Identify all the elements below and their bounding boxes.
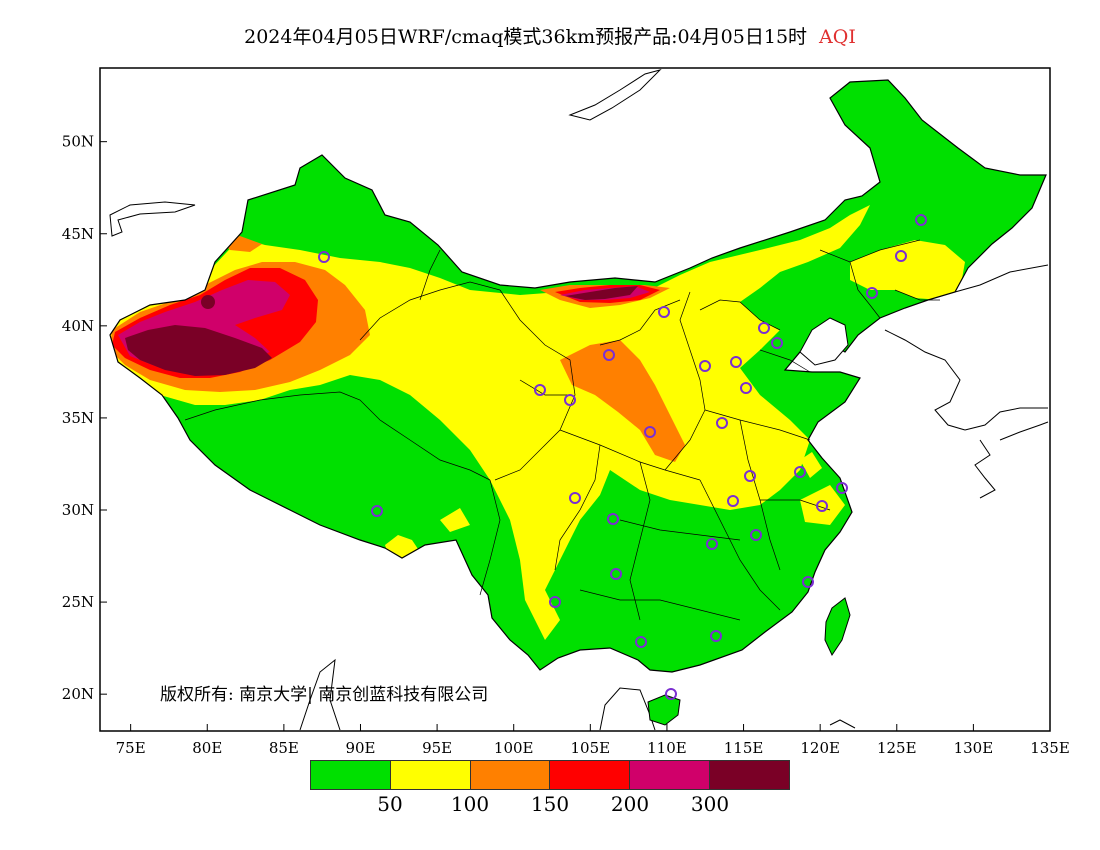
station-marker <box>895 250 907 262</box>
y-tick-label: 25N <box>62 593 94 611</box>
station-marker <box>727 495 739 507</box>
station-marker <box>371 505 383 517</box>
station-marker <box>816 500 828 512</box>
y-tick-label: 40N <box>62 317 94 335</box>
legend-swatch <box>311 761 391 789</box>
y-tick-label: 50N <box>62 133 94 151</box>
station-marker <box>706 538 718 550</box>
station-marker <box>866 287 878 299</box>
x-tick-label: 95E <box>422 739 452 757</box>
station-marker <box>802 576 814 588</box>
station-marker <box>564 394 576 406</box>
station-marker <box>607 513 619 525</box>
station-marker <box>549 596 561 608</box>
station-marker <box>758 322 770 334</box>
legend-swatch <box>470 761 551 789</box>
x-tick-label: 115E <box>724 739 764 757</box>
station-marker <box>915 214 927 226</box>
station-marker <box>318 251 330 263</box>
y-tick-label: 20N <box>62 685 94 703</box>
hainan-island <box>647 694 681 726</box>
latitude-axis: 20N 25N 30N 35N 40N 45N 50N <box>62 133 107 703</box>
bohai-sea <box>799 317 849 366</box>
station-marker <box>710 630 722 642</box>
x-tick-label: 130E <box>954 739 994 757</box>
station-marker <box>716 417 728 429</box>
legend-swatch <box>710 761 789 789</box>
station-marker <box>771 337 783 349</box>
station-marker <box>610 568 622 580</box>
station-marker <box>665 688 677 700</box>
aqi-contours <box>110 205 965 640</box>
color-legend <box>310 760 790 790</box>
legend-swatch <box>630 761 711 789</box>
station-marker <box>534 384 546 396</box>
longitude-axis: 75E 80E 85E 90E 95E 100E 105E 110E 115E 120E 125E 1… <box>116 724 1070 757</box>
station-marker <box>744 470 756 482</box>
legend-label: 300 <box>690 792 730 816</box>
y-tick-label: 30N <box>62 501 94 519</box>
station-marker <box>658 306 670 318</box>
legend-swatch <box>390 761 471 789</box>
y-tick-label: 35N <box>62 409 94 427</box>
legend-label: 200 <box>610 792 650 816</box>
station-marker <box>635 636 647 648</box>
x-tick-label: 120E <box>800 739 840 757</box>
station-marker <box>794 466 806 478</box>
station-marker <box>740 382 752 394</box>
title-variable: AQI <box>819 26 856 48</box>
x-tick-label: 135E <box>1030 739 1070 757</box>
x-tick-label: 85E <box>269 739 299 757</box>
title-main: 2024年04月05日WRF/cmaq模式36km预报产品:04月05日15时 <box>244 26 808 48</box>
x-tick-label: 100E <box>494 739 534 757</box>
legend-labels: 50 100 150 200 300 <box>310 792 790 816</box>
station-marker <box>699 360 711 372</box>
neighbor-borders <box>109 69 1049 731</box>
station-marker <box>836 482 848 494</box>
x-tick-label: 125E <box>877 739 917 757</box>
station-marker <box>603 349 615 361</box>
copyright-notice: 版权所有: 南京大学| 南京创蓝科技有限公司 <box>160 685 489 705</box>
station-marker <box>750 529 762 541</box>
x-tick-label: 80E <box>192 739 222 757</box>
station-marker <box>569 492 581 504</box>
legend-label: 50 <box>377 792 403 816</box>
legend-swatch <box>550 761 631 789</box>
station-markers <box>318 214 927 700</box>
x-tick-label: 110E <box>647 739 687 757</box>
taiwan-island <box>824 597 851 657</box>
map-title: 2024年04月05日WRF/cmaq模式36km预报产品:04月05日15时 A… <box>0 22 1100 49</box>
station-marker <box>644 426 656 438</box>
legend-label: 100 <box>450 792 490 816</box>
station-marker <box>730 356 742 368</box>
legend-label: 150 <box>530 792 570 816</box>
x-tick-label: 105E <box>571 739 611 757</box>
province-borders <box>184 239 940 621</box>
y-tick-label: 45N <box>62 225 94 243</box>
x-tick-label: 75E <box>116 739 146 757</box>
x-tick-label: 90E <box>345 739 375 757</box>
